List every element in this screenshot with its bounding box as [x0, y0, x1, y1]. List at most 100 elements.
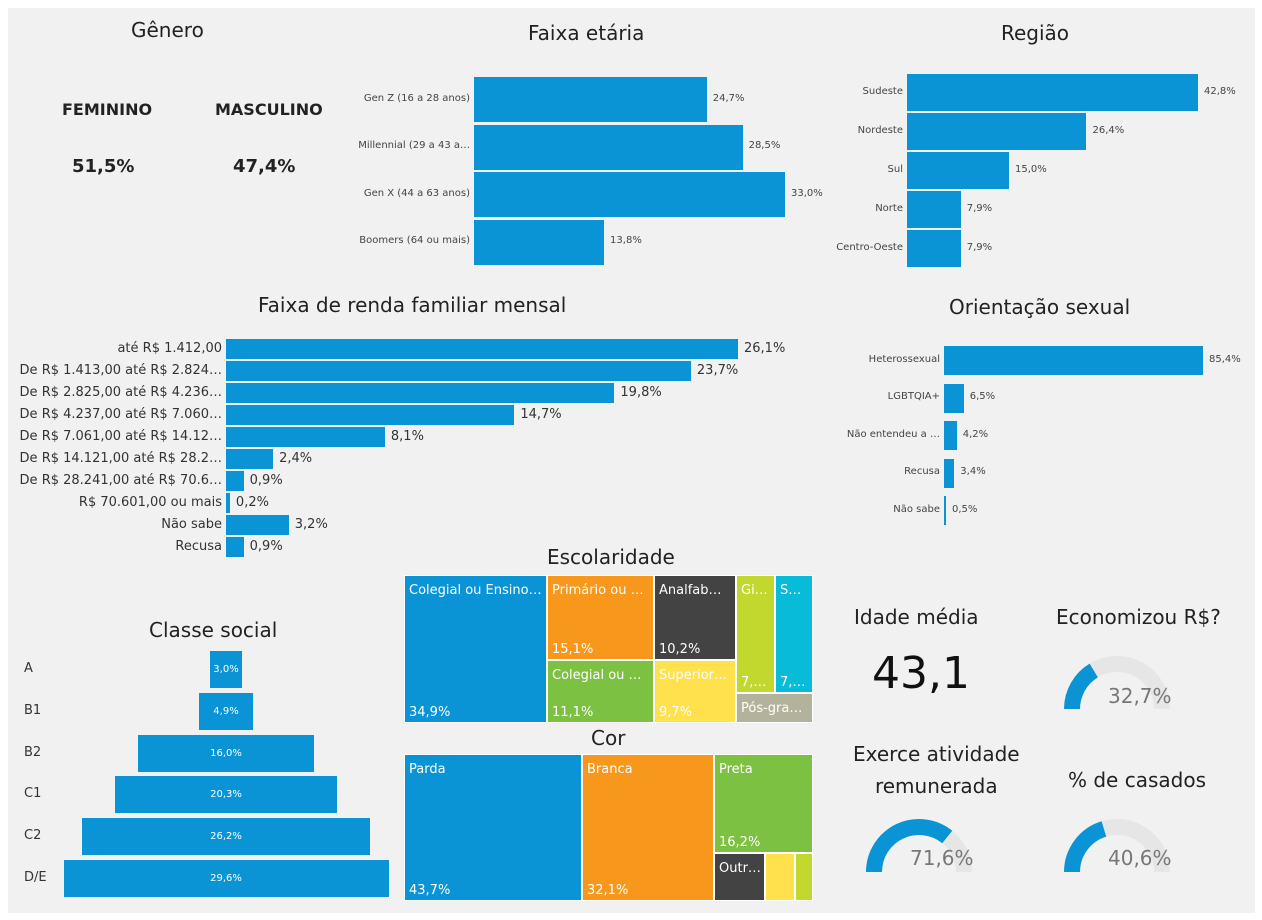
escolaridade-tile-label-7: Pós-gra…	[741, 701, 803, 716]
regiao-label-2: Sul	[887, 163, 903, 175]
renda-label-9: Recusa	[175, 538, 222, 554]
dashboard-canvas: Gênero FEMININO MASCULINO 51,5% 47,4% Fa…	[8, 8, 1255, 913]
orientacao-bar-2	[944, 421, 957, 450]
economizou-gauge-fill	[1064, 663, 1099, 710]
orientacao-label-0: Heterossexual	[868, 353, 940, 365]
cor-tile-label-0: Parda	[409, 762, 446, 777]
classe-value-3: 20,3%	[210, 789, 242, 801]
regiao-label-4: Centro-Oeste	[836, 241, 903, 253]
orientacao-label-3: Recusa	[904, 466, 940, 477]
exerce-title: Exerce atividade remunerada	[853, 738, 1020, 802]
escolaridade-tile-label-1: Primário ou …	[552, 583, 644, 598]
faixa_etaria-label-1: Millennial (29 a 43 a…	[358, 140, 470, 151]
faixa_etaria-bar-0	[474, 77, 707, 122]
regiao-bar-1	[907, 113, 1087, 150]
classe-title: Classe social	[149, 618, 278, 642]
escolaridade-tile-5: Colegial ou … 11,1%	[547, 660, 654, 723]
cor-tile-4	[765, 853, 795, 901]
faixa_etaria-bar-3	[474, 219, 605, 265]
economizou-title: Economizou R$?	[1056, 605, 1221, 629]
escolaridade-tile-value-3: 7,…	[741, 675, 767, 690]
casados-title: % de casados	[1068, 768, 1206, 792]
renda-bar-4	[226, 427, 385, 447]
faixa_etaria-label-2: Gen X (44 a 63 anos)	[363, 187, 470, 199]
renda-label-6: De R$ 28.241,00 até R$ 70.6…	[19, 472, 222, 488]
escolaridade-tile-0: Colegial ou Ensino… 34,9%	[404, 575, 547, 723]
classe-value-0: 3,0%	[213, 664, 239, 675]
orientacao-value-2: 4,2%	[962, 428, 989, 440]
renda-label-7: R$ 70.601,00 ou mais	[78, 494, 222, 510]
renda-bar-7	[226, 493, 230, 513]
orientacao-value-4: 0,5%	[952, 503, 978, 515]
classe-value-2: 16,0%	[210, 747, 242, 759]
cor-tile-0: Parda 43,7%	[404, 754, 582, 901]
renda-value-3: 14,7%	[520, 406, 562, 422]
classe-label-2: B2	[24, 744, 42, 760]
renda-label-3: De R$ 4.237,00 até R$ 7.060…	[19, 406, 222, 422]
orientacao-label-2: Não entendeu a …	[846, 428, 940, 440]
exerce-title-line1: Exerce atividade	[853, 742, 1020, 766]
exerce-value: 71,6%	[910, 846, 974, 870]
orientacao-label-1: LGBTQIA+	[887, 391, 940, 402]
escolaridade-tile-label-0: Colegial ou Ensino…	[409, 583, 542, 598]
faixa_etaria-label-0: Gen Z (16 a 28 anos)	[363, 92, 470, 104]
economizou-value: 32,7%	[1108, 684, 1172, 708]
faixa_etaria-value-1: 28,5%	[748, 140, 781, 151]
renda-bar-3	[226, 405, 515, 425]
masculino-label: MASCULINO	[215, 100, 323, 119]
escolaridade-tile-3: Gi… 7,…	[736, 575, 775, 693]
renda-label-5: De R$ 14.121,00 até R$ 28.2…	[19, 450, 222, 466]
renda-label-4: De R$ 7.061,00 até R$ 14.12…	[19, 428, 222, 444]
regiao-bar-4	[907, 230, 961, 267]
orientacao-value-3: 3,4%	[960, 466, 986, 477]
renda-label-1: De R$ 1.413,00 até R$ 2.824…	[19, 362, 222, 378]
renda-value-2: 19,8%	[620, 384, 662, 400]
classe-value-5: 29,6%	[210, 873, 242, 884]
exerce-gauge-fill	[866, 819, 953, 873]
escolaridade-tile-label-5: Colegial ou …	[552, 668, 642, 683]
renda-value-6: 0,9%	[249, 472, 283, 488]
cor-tile-value-1: 32,1%	[587, 883, 629, 898]
exerce-gauge	[864, 808, 974, 878]
regiao-bar-0	[907, 74, 1198, 111]
escolaridade-title: Escolaridade	[547, 545, 675, 569]
casados-value: 40,6%	[1108, 846, 1172, 870]
classe-bar-3	[114, 776, 338, 814]
cor-tile-value-2: 16,2%	[719, 835, 761, 850]
cor-tile-3: Outr…	[714, 853, 765, 901]
orientacao-label-4: Não sabe	[893, 503, 940, 515]
classe-label-5: D/E	[24, 870, 47, 885]
faixa_etaria-bar-2	[474, 172, 785, 217]
orientacao-bar-4	[944, 496, 946, 525]
escolaridade-tile-label-3: Gi…	[741, 583, 768, 598]
regiao-bar-3	[907, 191, 961, 228]
orientacao-bar-3	[944, 458, 955, 488]
regiao-title: Região	[1001, 21, 1070, 45]
cor-tile-label-3: Outr…	[719, 861, 761, 876]
classe-value-1: 4,9%	[213, 705, 239, 717]
renda-value-8: 3,2%	[294, 516, 328, 532]
classe-bar-1	[199, 692, 253, 730]
escolaridade-tile-value-0: 34,9%	[409, 705, 451, 720]
classe-bar-5	[63, 860, 389, 897]
escolaridade-tile-6: Superior… 9,7%	[654, 660, 736, 723]
casados-gauge	[1062, 808, 1172, 878]
renda-title: Faixa de renda familiar mensal	[258, 293, 567, 317]
escolaridade-tile-value-1: 15,1%	[552, 642, 594, 657]
regiao-value-1: 26,4%	[1092, 124, 1125, 136]
renda-bar-9	[226, 537, 244, 557]
faixa_etaria-label-3: Boomers (64 ou mais)	[359, 235, 470, 246]
classe-label-0: A	[24, 661, 33, 676]
faixa_etaria-value-0: 24,7%	[712, 92, 745, 104]
regiao-label-3: Norte	[875, 202, 903, 214]
renda-bar-2	[226, 383, 615, 403]
classe-value-4: 26,2%	[210, 831, 242, 843]
renda-label-0: até R$ 1.412,00	[117, 340, 222, 356]
cor-tile-2: Preta 16,2%	[714, 754, 813, 853]
casados-gauge-fill	[1064, 821, 1107, 873]
regiao-label-1: Nordeste	[857, 124, 903, 136]
feminino-value: 51,5%	[72, 156, 135, 177]
renda-label-2: De R$ 2.825,00 até R$ 4.236…	[19, 384, 222, 400]
regiao-bar-2	[907, 152, 1009, 189]
regiao-value-3: 7,9%	[966, 202, 993, 214]
